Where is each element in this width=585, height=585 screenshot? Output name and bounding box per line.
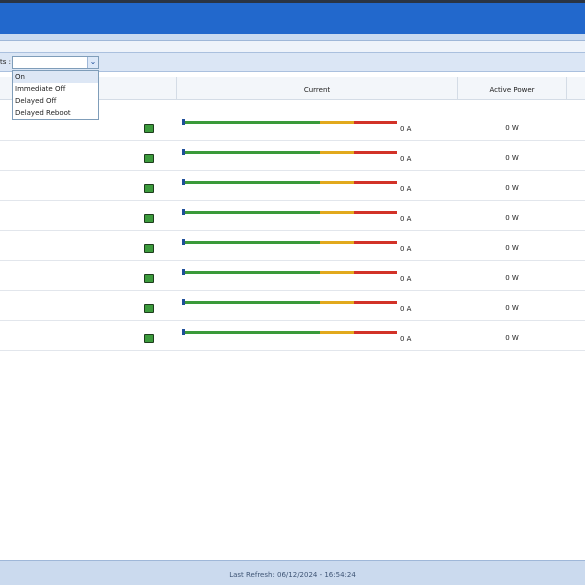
gauge-red xyxy=(354,151,397,154)
gauge-yellow xyxy=(320,121,354,124)
active-power-value: 0 W xyxy=(505,214,519,222)
column-header: Active Power xyxy=(489,86,535,94)
current-value: 0 A xyxy=(400,215,412,223)
col-divider xyxy=(176,77,177,100)
gauge-yellow xyxy=(320,151,354,154)
gauge-red xyxy=(354,211,397,214)
gauge-yellow xyxy=(320,181,354,184)
table-row: 0 A 0 W xyxy=(0,171,585,201)
current-value: 0 A xyxy=(400,185,412,193)
gauge-marker xyxy=(182,239,185,245)
active-power-value: 0 W xyxy=(505,124,519,132)
dropdown-input[interactable] xyxy=(12,56,99,69)
table-row: 0 A 0 W xyxy=(0,141,585,171)
gauge-green xyxy=(183,121,320,124)
column-header: Current xyxy=(303,86,331,94)
outlet-icon xyxy=(144,244,154,253)
outlet-icon xyxy=(144,274,154,283)
gauge-marker xyxy=(182,119,185,125)
dropdown-list: On Immediate Off Delayed Off Delayed Reboot xyxy=(12,70,99,120)
outlet-icon xyxy=(144,184,154,193)
gauge-green xyxy=(183,211,320,214)
outlet-icon xyxy=(144,304,154,313)
gauge-red xyxy=(354,241,397,244)
gauge-marker xyxy=(182,209,185,215)
current-value: 0 A xyxy=(400,245,412,253)
gauge-green xyxy=(183,331,320,334)
gauge-marker xyxy=(182,269,185,275)
current-value: 0 A xyxy=(400,275,412,283)
gauge-red xyxy=(354,121,397,124)
outlet-icon xyxy=(144,124,154,133)
gauge-yellow xyxy=(320,211,354,214)
gauge-green xyxy=(183,151,320,154)
table-row: 0 A 0 W xyxy=(0,111,585,141)
table-header xyxy=(0,77,585,100)
outlet-icon xyxy=(144,214,154,223)
dropdown-option[interactable]: Delayed Off xyxy=(15,97,57,105)
outlet-icon xyxy=(144,154,154,163)
current-value: 0 A xyxy=(400,335,412,343)
gauge-yellow xyxy=(320,331,354,334)
strip xyxy=(0,34,585,41)
active-power-value: 0 W xyxy=(505,334,519,342)
col-divider xyxy=(457,77,458,100)
top-bar xyxy=(0,0,585,3)
gauge-green xyxy=(183,301,320,304)
gauge-marker xyxy=(182,179,185,185)
spacer xyxy=(0,41,585,52)
table-row: 0 A 0 W xyxy=(0,321,585,351)
gauge-yellow xyxy=(320,301,354,304)
outlet-icon xyxy=(144,334,154,343)
gauge-marker xyxy=(182,299,185,305)
current-value: 0 A xyxy=(400,125,412,133)
gauge-red xyxy=(354,181,397,184)
footer-text: Last Refresh: 06/12/2024 - 16:54:24 xyxy=(229,571,356,579)
toolbar-label: ts : xyxy=(0,58,11,66)
current-value: 0 A xyxy=(400,155,412,163)
active-power-value: 0 W xyxy=(505,274,519,282)
gauge-red xyxy=(354,271,397,274)
gauge-marker xyxy=(182,329,185,335)
active-power-value: 0 W xyxy=(505,154,519,162)
table-row: 0 A 0 W xyxy=(0,261,585,291)
dropdown-arrow[interactable]: ⌄ xyxy=(87,57,98,68)
table-row: 0 A 0 W xyxy=(0,201,585,231)
gauge-green xyxy=(183,241,320,244)
toolbar xyxy=(0,52,585,72)
gauge-red xyxy=(354,331,397,334)
active-power-value: 0 W xyxy=(505,244,519,252)
table-row: 0 A 0 W xyxy=(0,291,585,321)
gauge-yellow xyxy=(320,271,354,274)
gauge-green xyxy=(183,181,320,184)
dropdown-option[interactable]: Delayed Reboot xyxy=(15,109,71,117)
header xyxy=(0,3,585,34)
footer xyxy=(0,560,585,585)
current-value: 0 A xyxy=(400,305,412,313)
gauge-red xyxy=(354,301,397,304)
dropdown-option[interactable]: On xyxy=(13,71,98,83)
col-divider xyxy=(566,77,567,100)
active-power-value: 0 W xyxy=(505,304,519,312)
gauge-marker xyxy=(182,149,185,155)
gauge-green xyxy=(183,271,320,274)
table-row: 0 A 0 W xyxy=(0,231,585,261)
active-power-value: 0 W xyxy=(505,184,519,192)
dropdown-option[interactable]: Immediate Off xyxy=(15,85,66,93)
gauge-yellow xyxy=(320,241,354,244)
